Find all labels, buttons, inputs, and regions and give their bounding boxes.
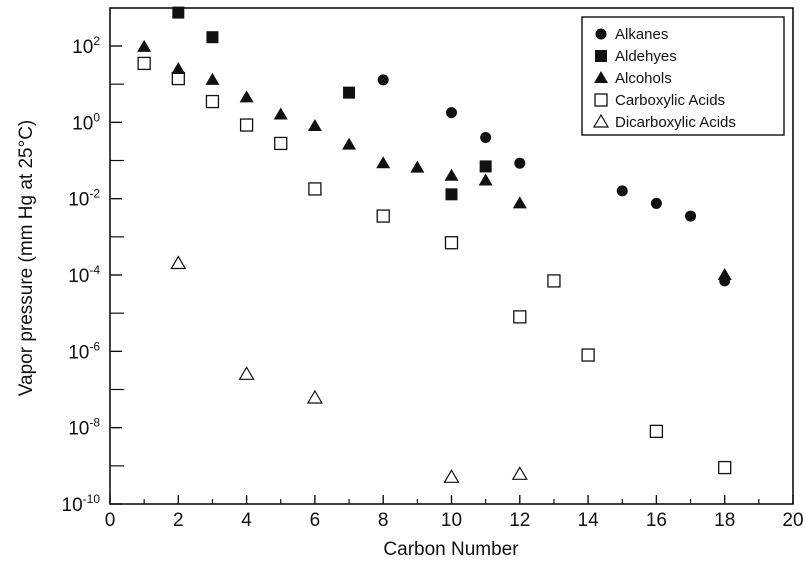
x-tick-label: 10 (441, 510, 462, 531)
alcohols-point (205, 72, 220, 85)
x-tick-label: 14 (578, 510, 600, 531)
dicarboxylic-acids-point (238, 366, 255, 380)
alkanes-point (685, 210, 697, 222)
dicarboxylic-acids-point (170, 255, 187, 270)
legend-label-dicarboxylic-acids: Dicarboxylic Acids (615, 114, 736, 131)
x-tick-label: 20 (782, 510, 803, 531)
x-tick-label: 12 (509, 510, 530, 531)
y-tick-label: 100 (72, 110, 100, 134)
legend-marker-dicarboxylic-acids (592, 113, 610, 128)
x-tick-label: 4 (241, 510, 252, 531)
legend-marker-alkanes (595, 28, 607, 40)
y-tick-label: 10-10 (62, 492, 101, 516)
carboxylic-acids-point (547, 274, 561, 288)
legend-marker-carboxylic-acids (594, 93, 608, 107)
x-tick-label: 6 (310, 510, 321, 531)
y-axis-title: Vapor pressure (mm Hg at 25°C) (16, 120, 37, 397)
carboxylic-acids-point (581, 348, 595, 362)
carboxylic-acids-point (171, 71, 185, 86)
y-tick-label: 10-6 (68, 339, 100, 363)
y-axis: 102 100 10-2 10-4 10-6 10-8 10-10 (62, 34, 124, 516)
alkanes-point (446, 107, 457, 119)
x-tick-label: 8 (378, 510, 389, 531)
alkanes-point (650, 197, 662, 209)
data-points (137, 6, 732, 483)
x-tick-label: 18 (714, 510, 735, 531)
aldehyes-point (343, 86, 356, 99)
alcohols-point (239, 90, 254, 103)
dicarboxylic-acids-point (511, 466, 528, 480)
alkanes-point (514, 157, 526, 169)
alcohols-point (512, 196, 527, 209)
legend-label-alcohols: Alcohols (615, 70, 672, 87)
alcohols-point (376, 156, 391, 169)
carboxylic-acids-point (444, 236, 459, 250)
aldehyes-point (479, 160, 492, 173)
alcohols-point (171, 61, 186, 74)
legend-marker-alcohols (594, 71, 608, 83)
carboxylic-acids-point (274, 136, 288, 151)
legend-box (581, 16, 785, 136)
carboxylic-acids-point (205, 94, 220, 109)
x-axis: 0 2 4 6 8 10 12 14 16 18 20 (105, 495, 804, 531)
alkanes-point (480, 132, 492, 144)
x-tick-label: 16 (646, 510, 667, 531)
carboxylic-acids-point (649, 424, 664, 439)
carboxylic-acids-point (513, 310, 527, 324)
alkanes-point (719, 275, 731, 287)
legend: Alkanes Aldehyes Alcohols Carboxylic Acids D… (581, 16, 785, 136)
legend-label-carboxylic-acids: Carboxylic Acids (615, 92, 725, 109)
alcohols-point (478, 173, 493, 186)
carboxylic-acids-point (239, 118, 254, 132)
alcohols-point (342, 137, 357, 150)
legend-label-aldehyes: Aldehyes (615, 48, 677, 65)
alcohols-point (444, 168, 459, 181)
x-axis-title: Carbon Number (383, 539, 519, 560)
y-tick-label: 10-8 (68, 416, 100, 440)
alkanes-point (377, 74, 389, 86)
x-tick-label: 0 (105, 510, 116, 531)
legend-label-alkanes: Alkanes (615, 26, 668, 43)
carboxylic-acids-point (308, 182, 322, 196)
alcohols-point (273, 107, 288, 120)
alcohols-point (137, 39, 152, 52)
y-tick-label: 10-2 (68, 187, 100, 211)
alcohols-point (410, 160, 425, 173)
aldehyes-point (445, 188, 458, 201)
y-tick-label: 102 (72, 34, 100, 58)
y-tick-label: 10-4 (68, 263, 100, 287)
alkanes-point (616, 185, 628, 197)
carboxylic-acids-point (137, 56, 151, 71)
alcohols-point (307, 119, 322, 132)
x-tick-label: 2 (173, 510, 184, 531)
dicarboxylic-acids-point (443, 469, 460, 483)
dicarboxylic-acids-point (306, 389, 323, 404)
carboxylic-acids-point (376, 209, 390, 223)
carboxylic-acids-point (718, 460, 732, 475)
legend-marker-aldehyes (595, 50, 607, 62)
aldehyes-point (206, 31, 219, 44)
aldehyes-point (172, 6, 185, 19)
